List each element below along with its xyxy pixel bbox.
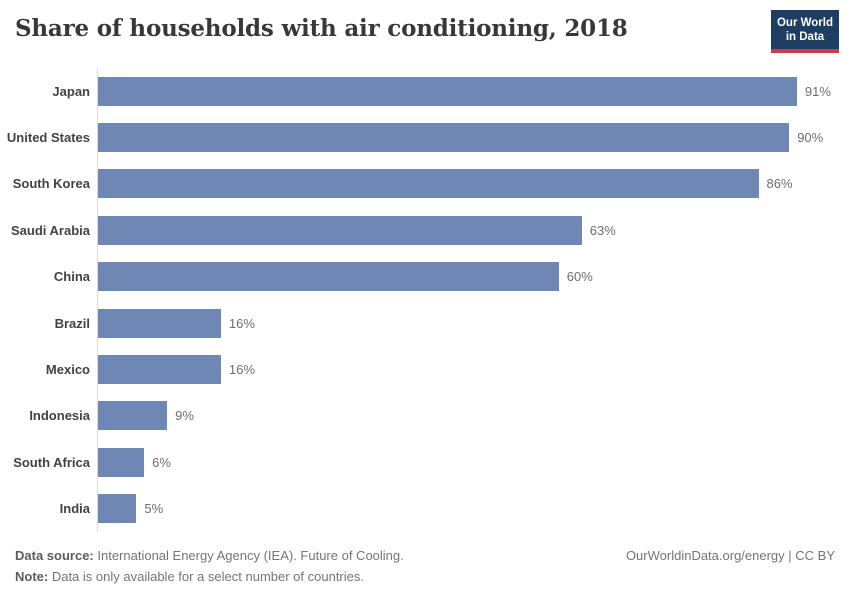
bar-track: 9% <box>97 401 835 431</box>
country-label: Indonesia <box>29 408 90 424</box>
country-label-cell: Japan <box>15 84 97 99</box>
bar-track: 60% <box>97 262 835 292</box>
bar-track: 86% <box>97 169 835 199</box>
bar-row: India 5% <box>15 486 835 532</box>
note-text: Data is only available for a select numb… <box>48 569 364 584</box>
data-source-label: Data source: <box>15 548 94 563</box>
bar[interactable] <box>98 169 759 199</box>
country-label: Saudi Arabia <box>11 222 90 238</box>
bar-row: Japan 91% <box>15 68 835 114</box>
value-label: 60% <box>566 269 593 285</box>
country-label: South Korea <box>12 176 90 192</box>
bar-row: Mexico 16% <box>15 346 835 392</box>
country-label-cell: Mexico <box>15 362 97 377</box>
country-label-cell: United States <box>7 130 97 145</box>
bar-track: 5% <box>97 494 835 524</box>
country-label: Mexico <box>45 362 90 378</box>
value-label: 16% <box>228 315 255 331</box>
bar[interactable] <box>98 447 145 477</box>
value-label: 6% <box>152 454 171 470</box>
value-label: 91% <box>804 83 831 99</box>
bar-track: 16% <box>97 355 835 385</box>
bar-row: Saudi Arabia 63% <box>11 207 835 253</box>
bar-track: 91% <box>97 76 835 106</box>
value-label: 5% <box>144 501 164 517</box>
owid-logo-line2: in Data <box>785 30 825 43</box>
chart-footer: Data source: International Energy Agency… <box>15 545 835 587</box>
country-label-cell: Brazil <box>15 316 97 331</box>
country-label-cell: China <box>15 269 97 284</box>
bar[interactable] <box>98 262 559 292</box>
bar-row: Indonesia 9% <box>15 393 835 439</box>
country-label: Japan <box>52 83 90 99</box>
note-label: Note: <box>15 569 49 584</box>
bar-row: South Africa 6% <box>13 439 835 485</box>
bar-row: South Korea 86% <box>12 161 835 207</box>
bar-track: 63% <box>97 215 835 245</box>
page-title: Share of households with air conditionin… <box>15 15 628 42</box>
data-source-text: International Energy Agency (IEA). Futur… <box>93 548 404 563</box>
bar-row: China 60% <box>15 254 835 300</box>
value-label: 16% <box>228 362 255 378</box>
bar-track: 90% <box>97 123 835 153</box>
attribution-link[interactable]: OurWorldinData.org/energy | CC BY <box>625 548 835 563</box>
value-label: 90% <box>797 130 824 146</box>
country-label: China <box>53 269 90 285</box>
bar-row: Brazil 16% <box>15 300 835 346</box>
owid-logo[interactable]: Our World in Data <box>771 10 839 53</box>
value-label: 86% <box>766 176 793 192</box>
bar-row: United States 90% <box>7 114 835 160</box>
bar[interactable] <box>98 123 790 153</box>
country-label-cell: India <box>15 501 97 516</box>
country-label: South Africa <box>13 454 90 470</box>
bar-track: 6% <box>97 447 835 477</box>
bar-track: 16% <box>97 308 835 338</box>
bar[interactable] <box>98 215 582 245</box>
data-source-line: Data source: International Energy Agency… <box>15 545 835 566</box>
country-label-cell: South Korea <box>12 176 97 192</box>
chart-rows: Japan 91% United States 90% South Korea <box>7 68 835 532</box>
bar[interactable] <box>98 76 797 106</box>
bar[interactable] <box>98 401 168 431</box>
note-line: Note: Data is only available for a selec… <box>15 566 835 587</box>
country-label: United States <box>6 130 90 146</box>
y-axis-line <box>97 68 98 532</box>
country-label-cell: Indonesia <box>15 408 97 423</box>
value-label: 63% <box>589 222 616 238</box>
country-label-cell: Saudi Arabia <box>11 223 97 238</box>
owid-logo-line1: Our World <box>776 16 833 29</box>
bar[interactable] <box>98 308 221 338</box>
bar[interactable] <box>98 494 137 524</box>
country-label: Brazil <box>54 315 90 331</box>
country-label-cell: South Africa <box>13 454 97 470</box>
value-label: 9% <box>175 408 194 424</box>
country-label: India <box>59 501 90 517</box>
bar[interactable] <box>98 355 221 385</box>
bar-chart: Japan 91% United States 90% South Korea <box>7 68 835 532</box>
